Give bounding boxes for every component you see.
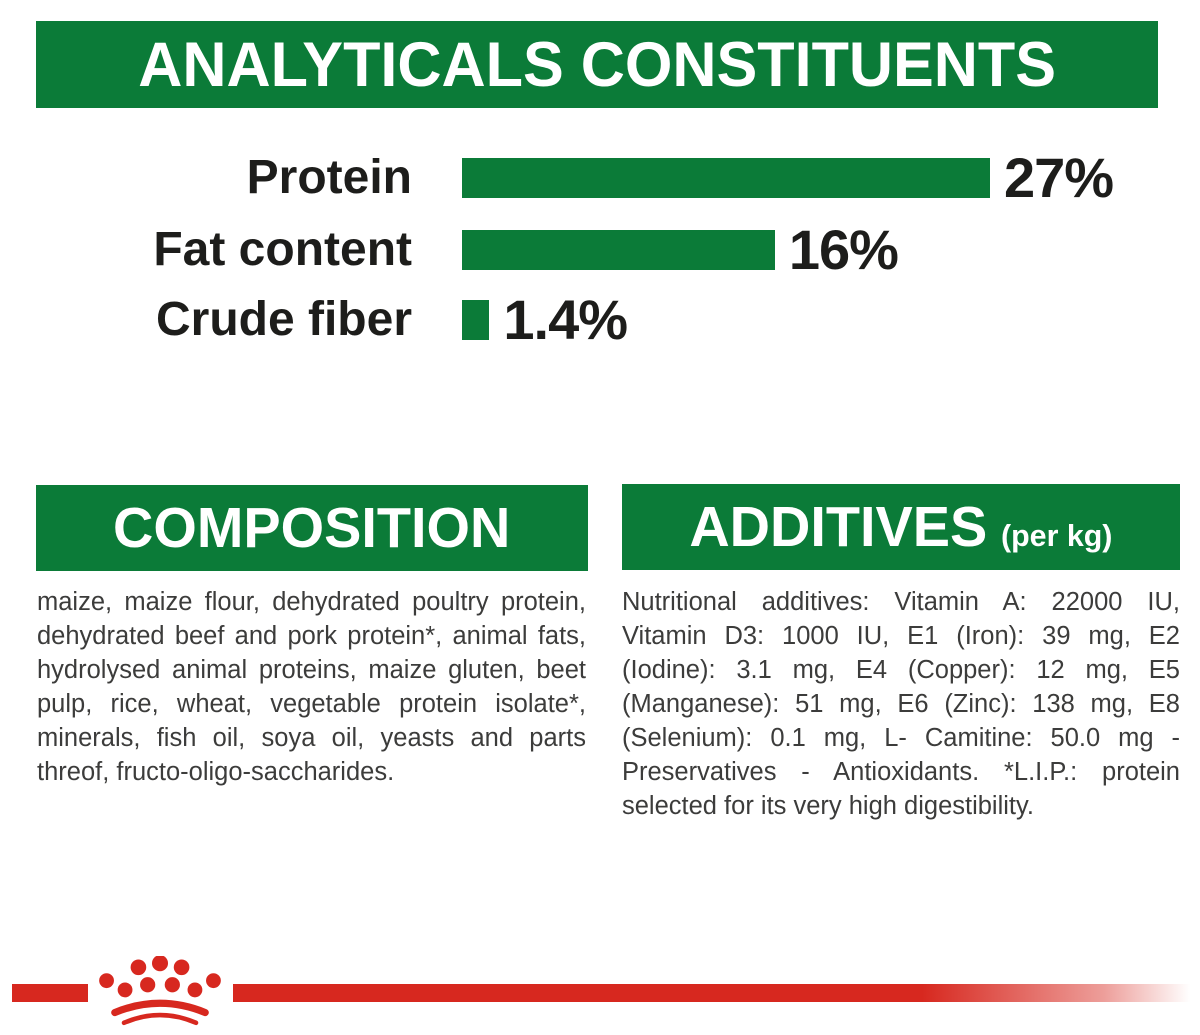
composition-banner: COMPOSITION bbox=[36, 485, 588, 571]
composition-text: maize, maize flour, dehydrated poultry p… bbox=[37, 588, 586, 786]
chart-category-label: Crude fiber bbox=[155, 293, 412, 346]
royal-canin-crown-icon bbox=[99, 956, 221, 1026]
crude-fiber-bar bbox=[462, 300, 490, 340]
protein-value: 27% bbox=[1004, 146, 1114, 209]
footer-ribbon-right bbox=[233, 984, 1190, 1002]
chart-category-label: Protein bbox=[246, 151, 412, 204]
chart-row-protein: Protein 27% bbox=[0, 146, 1114, 209]
chart-row-crude-fiber: Crude fiber 1.4% bbox=[0, 288, 628, 351]
footer-ribbon-left bbox=[12, 984, 88, 1002]
protein-bar bbox=[462, 158, 990, 198]
additives-per-kg-label: (per kg) bbox=[1001, 518, 1113, 553]
fat-content-value: 16% bbox=[788, 218, 899, 281]
chart-category-label: Fat content bbox=[153, 223, 412, 276]
fat-content-bar bbox=[462, 230, 775, 270]
nutrient-bar-chart: Protein 27% Fat content 16% Crude fiber … bbox=[0, 148, 1200, 358]
additives-banner: ADDITIVES (per kg) bbox=[622, 484, 1180, 570]
composition-title: COMPOSITION bbox=[113, 496, 511, 560]
chart-row-fat-content: Fat content 16% bbox=[0, 218, 899, 281]
crude-fiber-value: 1.4% bbox=[503, 288, 628, 351]
analytical-constituents-banner: ANALYTICALS CONSTITUENTS bbox=[36, 21, 1158, 108]
analytical-constituents-title: ANALYTICALS CONSTITUENTS bbox=[138, 29, 1056, 100]
additives-title: ADDITIVES bbox=[689, 495, 988, 559]
additives-text: Nutritional additives: Vitamin A: 22000 … bbox=[622, 588, 1180, 820]
